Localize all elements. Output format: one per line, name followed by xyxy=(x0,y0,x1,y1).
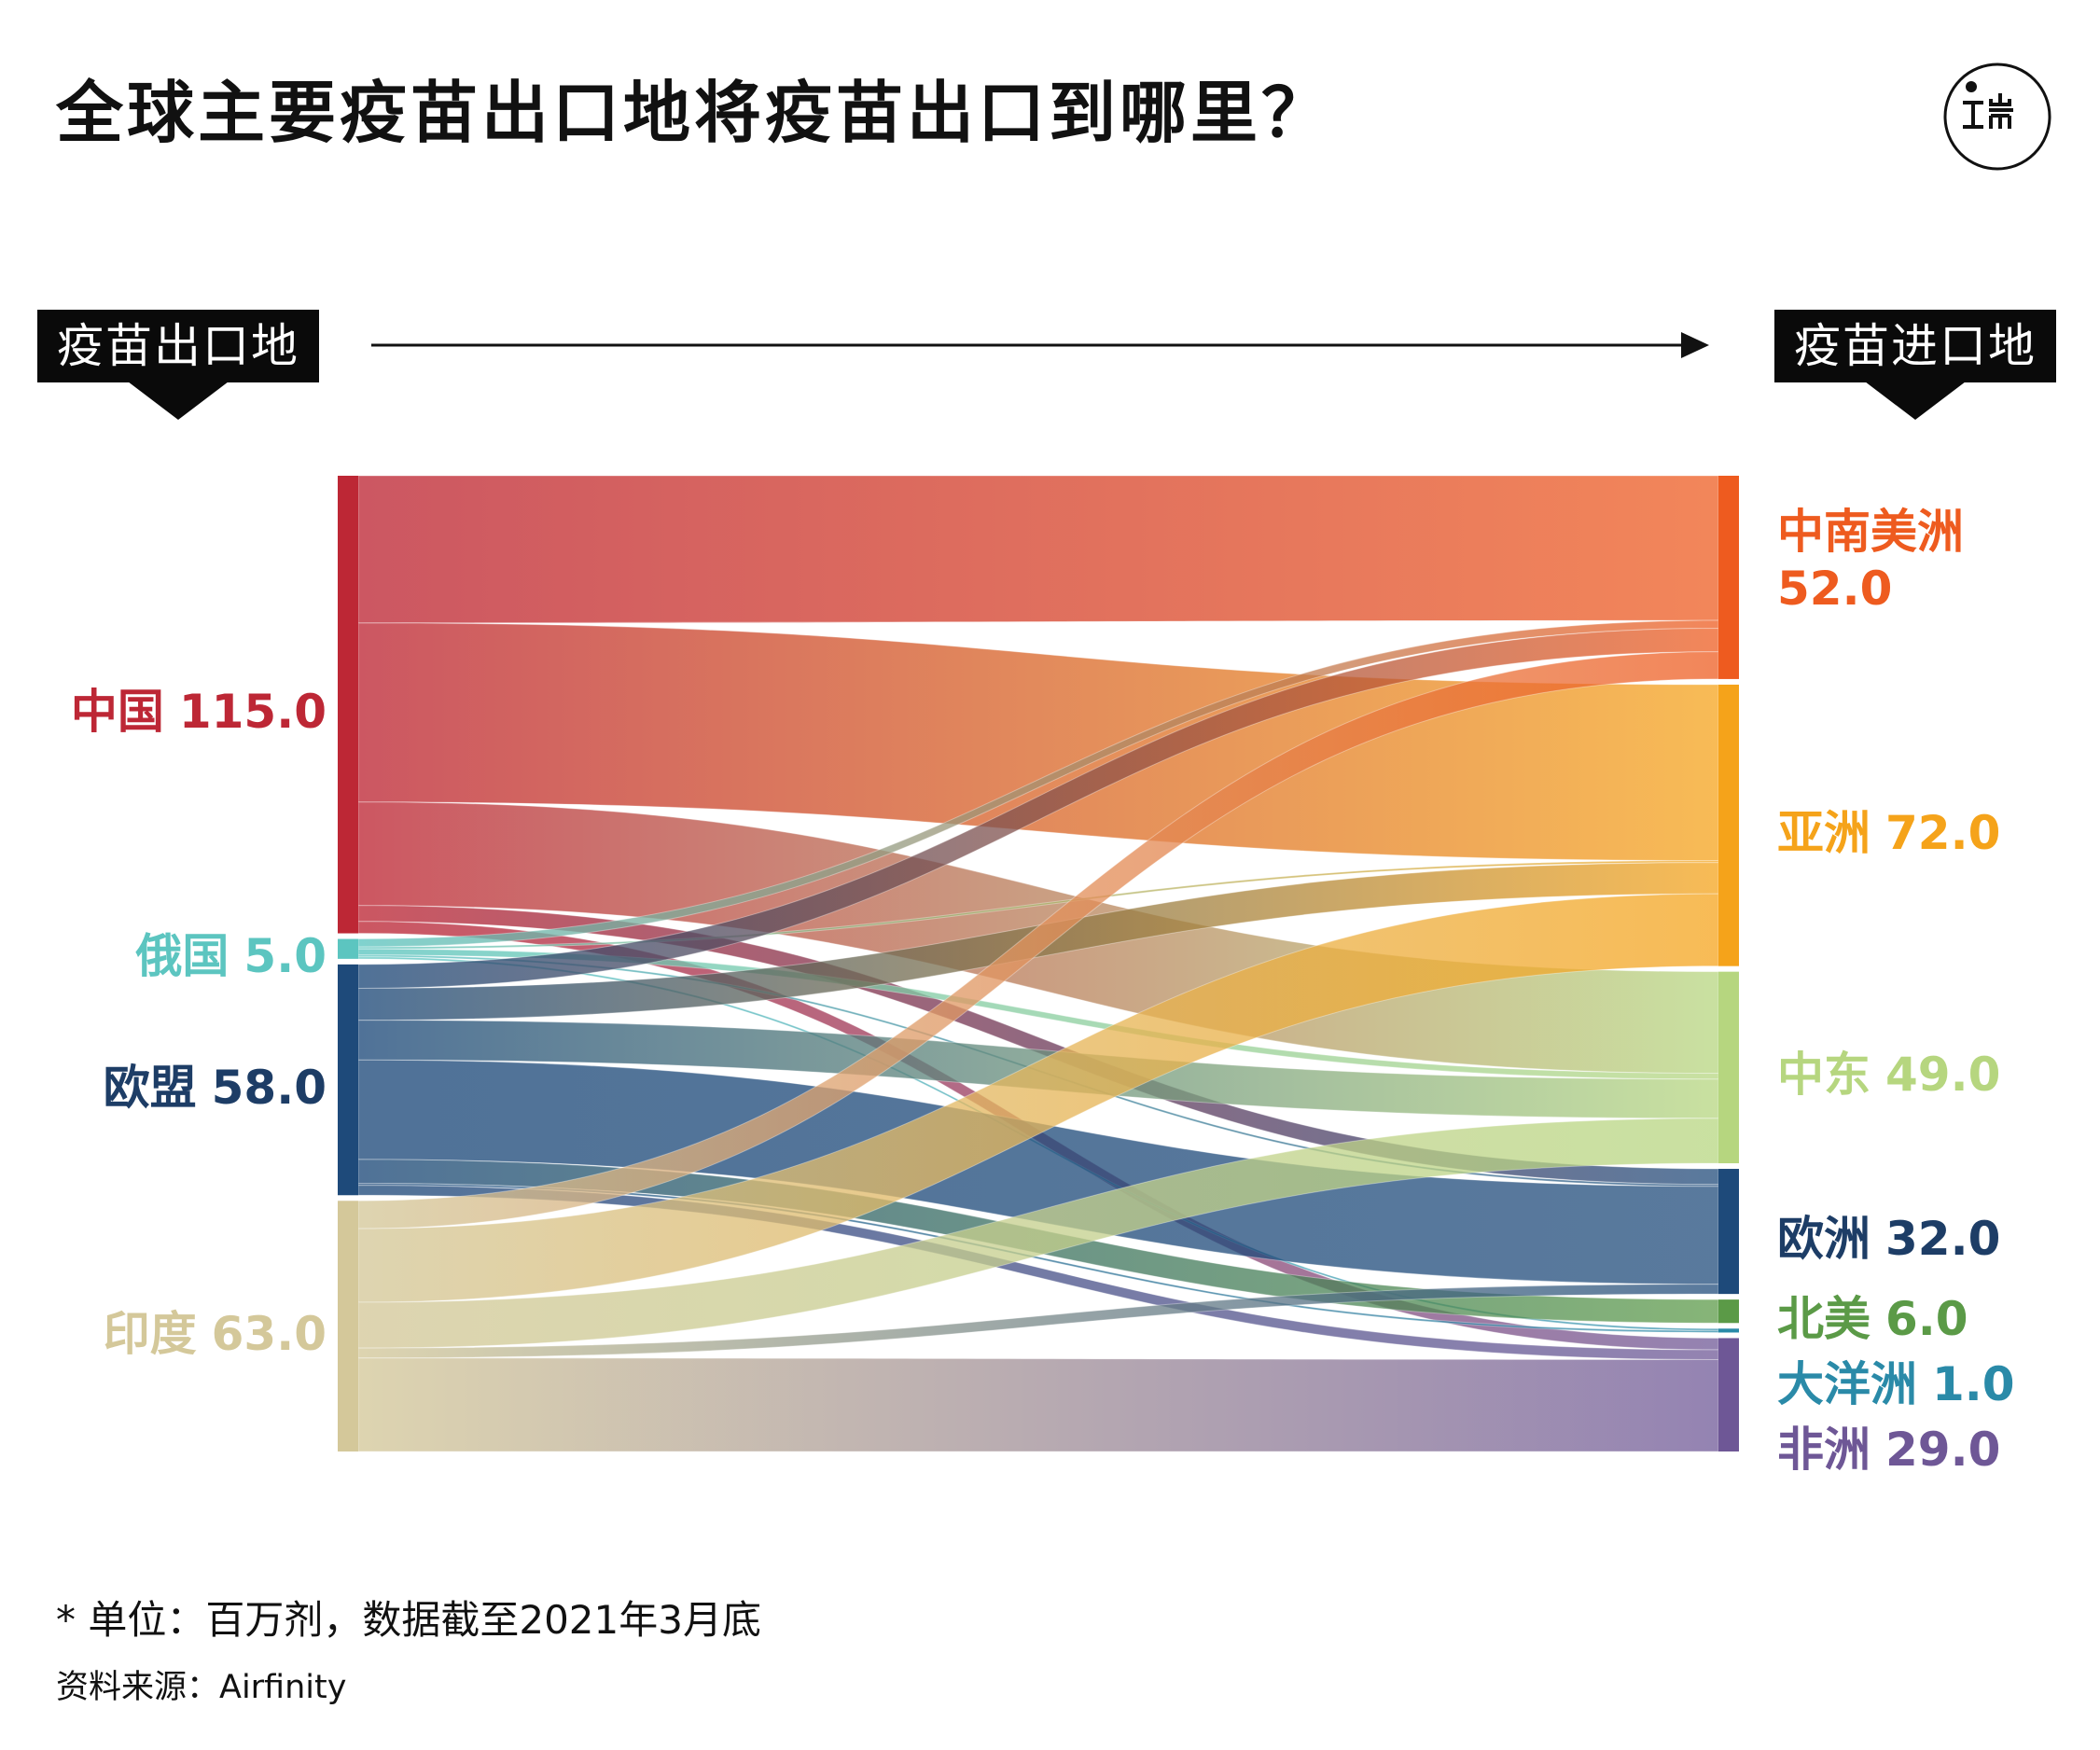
label-middle_east: 中东 49.0 xyxy=(1777,1037,2000,1104)
target-header-tag: 疫苗进口地 xyxy=(1774,310,2056,420)
label-europe-name: 欧洲 xyxy=(1777,1212,1871,1267)
node-bar-latin_america xyxy=(1718,476,1739,679)
label-china-name: 中国 xyxy=(70,685,164,740)
direction-arrow-icon xyxy=(371,332,1709,358)
label-africa-name: 非洲 xyxy=(1777,1422,1871,1477)
label-asia: 亚洲 72.0 xyxy=(1777,796,2000,863)
label-eu-name: 欧盟 xyxy=(103,1060,197,1115)
flow-india-to-africa xyxy=(357,1357,1719,1452)
label-eu-value: 58.0 xyxy=(211,1060,327,1115)
label-oceania-value: 1.0 xyxy=(1932,1356,2015,1411)
target-header-label: 疫苗进口地 xyxy=(1794,319,2037,373)
node-bar-india xyxy=(338,1201,358,1451)
label-russia: 俄国 5.0 xyxy=(9,919,327,986)
source-header-label: 疫苗出口地 xyxy=(57,319,299,373)
node-bar-oceania xyxy=(1718,1328,1739,1333)
node-bar-eu xyxy=(338,964,358,1196)
label-india-name: 印度 xyxy=(103,1306,197,1361)
label-north_america: 北美 6.0 xyxy=(1777,1282,1968,1349)
label-latin_america-name: 中南美洲 xyxy=(1777,505,1964,559)
label-india-value: 63.0 xyxy=(211,1306,327,1361)
source-header-tag: 疫苗出口地 xyxy=(37,310,319,420)
flow-india-to-asia xyxy=(357,893,1719,1303)
node-bar-north_america xyxy=(1718,1299,1739,1324)
node-bar-china xyxy=(338,476,358,934)
label-asia-value: 72.0 xyxy=(1885,805,2001,860)
flow-china-to-latin_america xyxy=(357,475,1719,624)
label-middle_east-value: 49.0 xyxy=(1885,1048,2001,1103)
flow-india-to-europe xyxy=(357,1284,1719,1359)
label-oceania: 大洋洲 1.0 xyxy=(1777,1347,2015,1414)
label-middle_east-name: 中东 xyxy=(1777,1048,1871,1103)
label-eu: 欧盟 58.0 xyxy=(9,1050,327,1118)
flow-links xyxy=(357,475,1719,1452)
label-russia-name: 俄国 xyxy=(135,929,229,984)
label-north_america-name: 北美 xyxy=(1777,1291,1871,1346)
label-europe: 欧洲 32.0 xyxy=(1777,1201,2000,1269)
label-africa: 非洲 29.0 xyxy=(1777,1412,2000,1479)
label-africa-value: 29.0 xyxy=(1885,1422,2001,1477)
node-bar-africa xyxy=(1718,1338,1739,1451)
label-asia-name: 亚洲 xyxy=(1777,805,1871,860)
unit-footnote: * 单位：百万剂，数据截至2021年3月底 xyxy=(56,1597,761,1643)
label-india: 印度 63.0 xyxy=(9,1297,327,1364)
chart-title: 全球主要疫苗出口地将疫苗出口到哪里？ xyxy=(56,74,1333,152)
label-oceania-name: 大洋洲 xyxy=(1777,1356,1917,1411)
label-china-value: 115.0 xyxy=(178,685,327,740)
publisher-logo-icon xyxy=(1943,62,2051,171)
node-bar-asia xyxy=(1718,684,1739,966)
label-latin_america-value: 52.0 xyxy=(1777,562,1893,616)
label-russia-value: 5.0 xyxy=(243,929,327,984)
node-bar-europe xyxy=(1718,1169,1739,1295)
source-note: 资料来源：Airfinity xyxy=(56,1669,347,1706)
label-china: 中国 115.0 xyxy=(9,674,327,742)
node-bar-russia xyxy=(338,938,358,959)
node-bars xyxy=(338,476,1739,1451)
node-bar-middle_east xyxy=(1718,971,1739,1164)
label-latin_america: 中南美洲 52.0 xyxy=(1777,494,1964,616)
label-europe-value: 32.0 xyxy=(1885,1212,2001,1267)
label-north_america-value: 6.0 xyxy=(1885,1291,1968,1346)
